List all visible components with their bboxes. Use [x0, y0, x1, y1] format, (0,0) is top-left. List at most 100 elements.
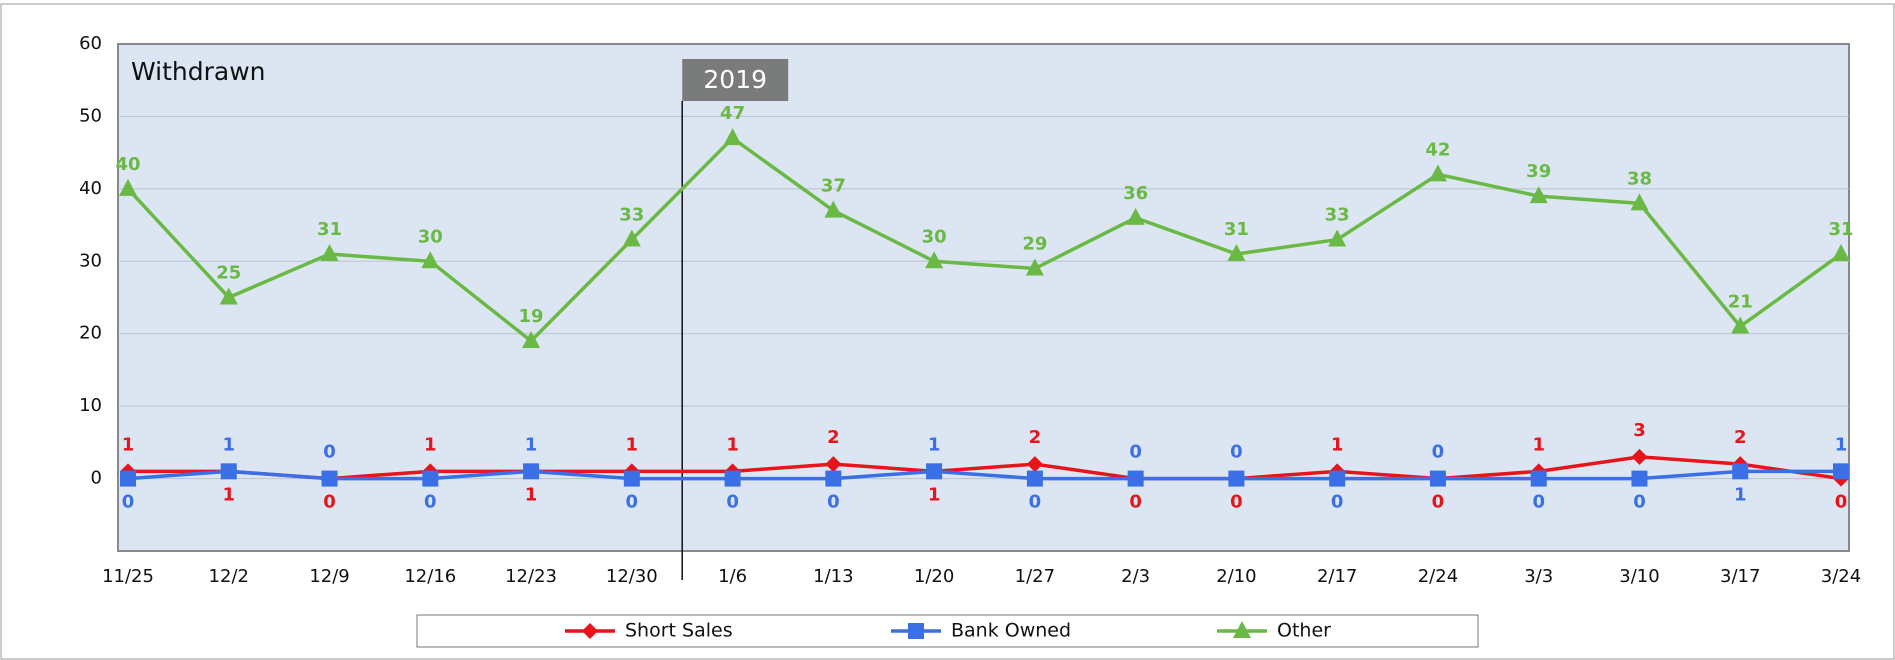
data-label: 47 [720, 103, 745, 124]
marker [1630, 193, 1649, 211]
legend: Short Sales Bank Owned Other [416, 614, 1479, 648]
data-label: 0 [827, 492, 840, 513]
x-tick-label: 12/2 [209, 566, 249, 587]
marker [926, 463, 943, 480]
data-label: 1 [122, 434, 135, 455]
x-tick-label: 11/25 [102, 566, 154, 587]
data-label: 1 [726, 434, 739, 455]
x-tick-label: 12/16 [404, 566, 456, 587]
marker [1833, 463, 1849, 480]
data-label: 0 [122, 492, 135, 513]
data-label: 1 [222, 434, 235, 455]
marker [825, 456, 842, 473]
marker [1731, 316, 1750, 334]
marker [119, 178, 137, 196]
data-label: 36 [1123, 183, 1148, 204]
x-tick-label: 12/30 [606, 566, 658, 587]
y-tick-label: 40 [79, 178, 102, 199]
x-tick-label: 2/24 [1418, 566, 1458, 587]
marker [422, 470, 439, 487]
data-label: 3 [1633, 420, 1646, 441]
data-label: 0 [323, 442, 336, 463]
data-label: 0 [1230, 492, 1243, 513]
marker [1428, 164, 1447, 182]
data-label: 1 [525, 484, 538, 505]
marker [1328, 229, 1347, 247]
marker [622, 229, 641, 247]
marker [1026, 456, 1043, 473]
data-label: 2 [1734, 427, 1747, 448]
data-label: 30 [418, 226, 443, 247]
data-label: 38 [1627, 168, 1652, 189]
data-label: 0 [1432, 442, 1445, 463]
data-label: 1 [1734, 484, 1747, 505]
y-tick-label: 30 [79, 250, 102, 271]
x-tick-label: 3/17 [1720, 566, 1760, 587]
data-label: 1 [1835, 434, 1848, 455]
marker [908, 623, 924, 639]
marker [1127, 470, 1144, 487]
data-label: 0 [1633, 492, 1646, 513]
marker [1529, 186, 1548, 204]
marker [1732, 463, 1749, 480]
x-tick-label: 12/23 [505, 566, 557, 587]
marker [623, 470, 640, 487]
marker [723, 128, 742, 146]
x-tick-label: 1/27 [1015, 566, 1055, 587]
marker [1429, 470, 1446, 487]
x-tick-label: 12/9 [309, 566, 349, 587]
marker [582, 623, 598, 639]
data-label: 0 [1129, 492, 1142, 513]
data-label: 29 [1022, 234, 1047, 255]
data-label: 0 [1432, 492, 1445, 513]
marker [1227, 244, 1246, 262]
x-tick-label: 2/3 [1121, 566, 1150, 587]
data-label: 0 [1835, 492, 1848, 513]
x-tick-label: 3/10 [1619, 566, 1659, 587]
marker [219, 287, 238, 305]
data-label: 0 [1532, 492, 1545, 513]
x-tick-label: 1/20 [914, 566, 954, 587]
x-tick-label: 3/24 [1821, 566, 1861, 587]
data-label: 0 [1029, 492, 1042, 513]
data-label: 37 [821, 176, 846, 197]
data-label: 31 [1224, 219, 1249, 240]
data-label: 2 [827, 427, 840, 448]
marker [523, 463, 540, 480]
marker [522, 330, 541, 348]
series-line [128, 455, 1842, 481]
marker [1025, 258, 1044, 276]
data-label: 0 [1230, 442, 1243, 463]
data-label: 21 [1728, 291, 1753, 312]
chart-title: Withdrawn [131, 57, 266, 86]
marker [220, 463, 237, 480]
y-tick-label: 10 [79, 395, 102, 416]
data-label: 1 [1331, 434, 1344, 455]
data-label: 1 [626, 434, 639, 455]
series-line [127, 469, 1841, 481]
series-line [126, 135, 1843, 344]
marker [1530, 470, 1547, 487]
data-label: 25 [216, 263, 241, 284]
legend-label: Bank Owned [951, 620, 1071, 642]
data-label: 1 [525, 434, 538, 455]
y-tick-label: 0 [91, 468, 102, 489]
marker [825, 470, 842, 487]
data-label: 1 [928, 434, 941, 455]
data-label: 0 [1129, 442, 1142, 463]
y-tick-label: 50 [79, 105, 102, 126]
data-label: 0 [424, 492, 437, 513]
y-tick-label: 60 [79, 33, 102, 54]
data-label: 1 [424, 434, 437, 455]
marker [321, 470, 338, 487]
marker [824, 200, 843, 218]
marker [925, 251, 944, 269]
marker [1126, 207, 1145, 225]
legend-label: Short Sales [625, 620, 733, 642]
data-label: 19 [519, 306, 544, 327]
marker [1233, 621, 1251, 638]
x-tick-label: 1/6 [718, 566, 747, 587]
data-label: 2 [1029, 427, 1042, 448]
marker [1631, 448, 1648, 465]
